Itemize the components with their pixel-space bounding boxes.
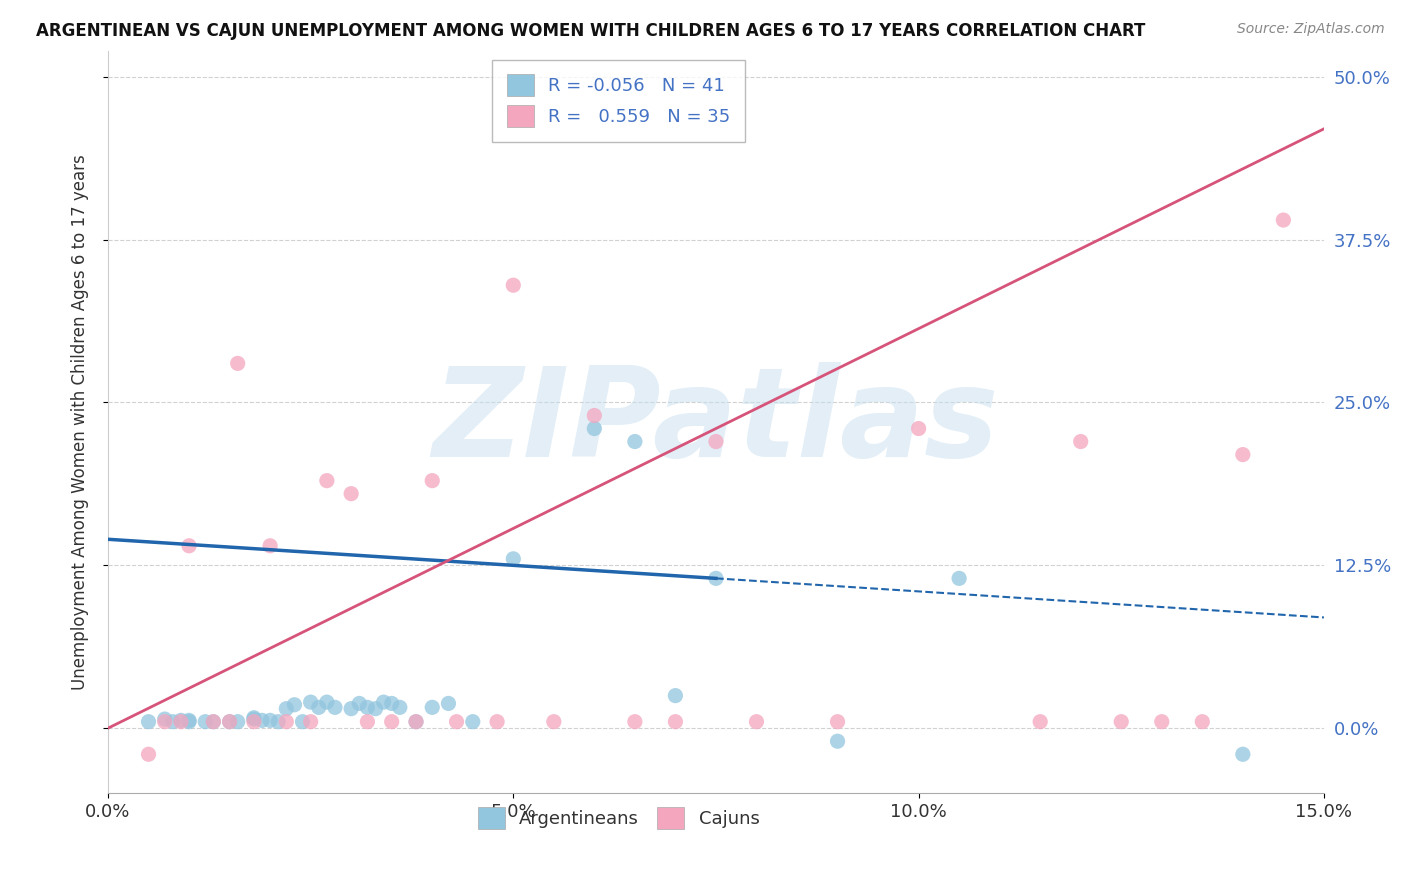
Legend: Argentineans, Cajuns: Argentineans, Cajuns [471,800,766,837]
Point [745,714,768,729]
Point [420,700,443,714]
Text: ZIPatlas: ZIPatlas [433,361,1000,483]
Point [218,714,240,729]
Point [624,434,647,449]
Point [276,714,298,729]
Point [177,714,200,728]
Point [543,714,565,729]
Point [349,697,371,711]
Point [259,539,281,553]
Point [162,714,184,729]
Point [177,714,200,729]
Point [907,421,929,435]
Point [827,714,849,729]
Point [243,714,266,729]
Point [381,697,404,711]
Point [259,714,281,728]
Point [340,486,363,500]
Point [405,714,427,729]
Point [267,714,290,729]
Point [153,712,176,726]
Point [138,714,160,729]
Point [315,695,337,709]
Point [405,714,427,729]
Point [283,698,305,712]
Point [299,714,322,729]
Point [583,421,606,435]
Point [664,689,686,703]
Point [420,474,443,488]
Point [624,714,647,729]
Point [381,714,404,729]
Point [1232,747,1254,762]
Point [153,714,176,729]
Point [446,714,468,729]
Point [315,474,337,488]
Point [1150,714,1173,729]
Point [243,711,266,725]
Point [356,700,378,714]
Point [583,409,606,423]
Point [948,571,970,585]
Point [276,701,298,715]
Point [388,700,411,714]
Text: Source: ZipAtlas.com: Source: ZipAtlas.com [1237,22,1385,37]
Text: ARGENTINEAN VS CAJUN UNEMPLOYMENT AMONG WOMEN WITH CHILDREN AGES 6 TO 17 YEARS C: ARGENTINEAN VS CAJUN UNEMPLOYMENT AMONG … [35,22,1146,40]
Point [226,714,249,729]
Point [170,714,193,728]
Point [138,747,160,762]
Point [704,571,727,585]
Point [243,712,266,726]
Point [356,714,378,729]
Point [226,356,249,370]
Point [373,695,395,709]
Point [170,714,193,729]
Point [323,700,346,714]
Point [502,551,524,566]
Point [1191,714,1213,729]
Point [250,714,273,728]
Point [218,714,240,729]
Y-axis label: Unemployment Among Women with Children Ages 6 to 17 years: Unemployment Among Women with Children A… [72,154,89,690]
Point [664,714,686,729]
Point [502,278,524,293]
Point [827,734,849,748]
Point [1070,434,1092,449]
Point [299,695,322,709]
Point [194,714,217,729]
Point [308,700,330,714]
Point [202,714,225,729]
Point [486,714,509,729]
Point [1272,213,1295,227]
Point [364,701,387,715]
Point [177,539,200,553]
Point [1232,448,1254,462]
Point [461,714,484,729]
Point [437,697,460,711]
Point [291,714,314,729]
Point [202,714,225,729]
Point [1029,714,1052,729]
Point [704,434,727,449]
Point [1109,714,1132,729]
Point [340,701,363,715]
